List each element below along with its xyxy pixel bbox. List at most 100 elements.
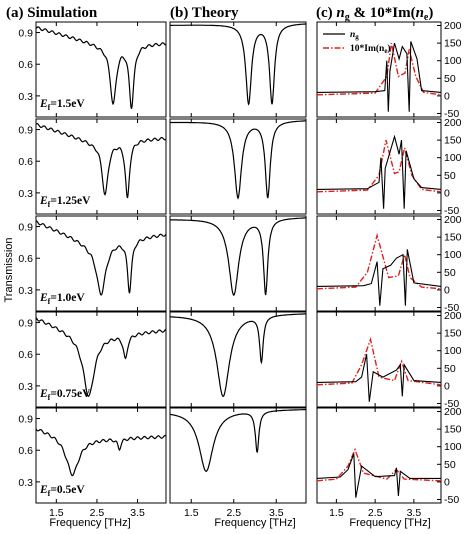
- y-tick-label-right: 150: [444, 135, 462, 147]
- y-tick-label-right: 200: [444, 214, 462, 226]
- panel-frame: [316, 215, 442, 312]
- ef-label-value: =1.0eV: [50, 292, 85, 304]
- x-axis-label-c: Frequency [THz]: [349, 517, 430, 529]
- ng-curve: [316, 354, 442, 402]
- panel-a-title: (a) Simulation: [6, 5, 98, 21]
- y-tick-label: 0.9: [18, 318, 33, 330]
- panel-c-title-post: ): [428, 5, 433, 21]
- y-tick-label-right: 200: [444, 406, 462, 418]
- panels-group: 0.90.60.3Ef=1.5eV0.90.60.3Ef=1.25eV0.90.…: [18, 20, 461, 519]
- x-tick-label: 3.5: [130, 507, 145, 519]
- y-tick-label-right: 0: [444, 90, 450, 102]
- x-tick-label: 2.5: [90, 507, 105, 519]
- ef-label-sub: f: [48, 103, 51, 112]
- ng-curve: [316, 41, 442, 112]
- y-tick-label-right: 0: [444, 476, 450, 488]
- y-tick-label-right: 50: [444, 170, 456, 182]
- ef-label: Ef=0.75eV: [39, 388, 91, 402]
- panel-c-title-pre: (c): [316, 5, 336, 21]
- y-tick-label-right: 150: [444, 38, 462, 50]
- y-tick-label: 0.9: [18, 414, 33, 426]
- y-tick-label-right: -50: [444, 494, 459, 506]
- y-tick-label-right: 50: [444, 73, 456, 85]
- ne-curve: [316, 336, 442, 386]
- ng-curve: [316, 134, 442, 209]
- panel-c-title-mid: & 10*Im(: [350, 5, 416, 21]
- x-tick-label: 1.5: [184, 507, 199, 519]
- panel-c-title-ng: n: [336, 5, 344, 21]
- panel-frame: [35, 118, 167, 215]
- panel-c-title-ng-sub: g: [345, 12, 350, 23]
- y-tick-label: 0.6: [18, 349, 33, 361]
- y-tick-label-right: -50: [444, 398, 459, 410]
- y-tick-label: 0.6: [18, 59, 33, 71]
- y-tick-label-right: 0: [444, 284, 450, 296]
- panel-frame: [169, 118, 307, 215]
- ef-label-symbol: E: [39, 195, 48, 207]
- panel-frame: [169, 215, 307, 312]
- panel-frame: [316, 407, 442, 504]
- transmission-curve: [170, 120, 307, 200]
- ng-curve: [316, 249, 442, 306]
- y-tick-label: 0.9: [18, 28, 33, 40]
- y-tick-label-right: 150: [444, 232, 462, 244]
- ne-curve: [316, 447, 442, 482]
- y-tick-label: 0.6: [18, 445, 33, 457]
- y-tick-label-right: 150: [444, 328, 462, 340]
- y-tick-label-right: 150: [444, 424, 462, 436]
- y-tick-label-right: 0: [444, 380, 450, 392]
- y-tick-label: 0.3: [18, 91, 33, 103]
- ef-label-value: =0.75eV: [50, 388, 91, 400]
- y-axis-label: Transmission: [3, 238, 15, 303]
- x-axis-label-a: Frequency [THz]: [49, 517, 130, 529]
- y-tick-label-right: 100: [444, 55, 462, 67]
- ef-label-value: =1.25eV: [50, 195, 91, 207]
- x-tick-label: 1.5: [329, 507, 344, 519]
- ne-curve: [316, 42, 442, 96]
- panel-frame: [169, 311, 307, 408]
- ef-label: Ef=1.5eV: [39, 98, 85, 112]
- transmission-curve: [169, 409, 306, 472]
- transmission-curve: [35, 220, 167, 296]
- panel-frame: [35, 215, 167, 312]
- ef-label-sub: f: [48, 297, 51, 306]
- panel-frame: [35, 311, 167, 408]
- legend-ne-pre: 10*Im(n: [350, 43, 385, 54]
- y-tick-label-right: 50: [444, 363, 456, 375]
- ef-label-symbol: E: [39, 98, 48, 110]
- ne-curve: [316, 139, 442, 193]
- panel-b-title: (b) Theory: [170, 5, 239, 21]
- panel-c-title-ne: n: [416, 5, 424, 21]
- y-tick-label-right: 100: [444, 441, 462, 453]
- panel-frame: [169, 407, 307, 504]
- ef-label: Ef=1.25eV: [39, 195, 91, 209]
- ef-label-sub: f: [48, 200, 51, 209]
- x-tick-label: 2.5: [226, 507, 241, 519]
- legend-ne-sub: e: [384, 47, 387, 55]
- y-tick-label: 0.9: [18, 222, 33, 234]
- transmission-curve: [35, 123, 167, 199]
- transmission-curve: [35, 428, 167, 477]
- y-tick-label-right: -50: [444, 205, 459, 217]
- y-tick-label-right: 200: [444, 310, 462, 322]
- transmission-curve: [170, 23, 306, 106]
- y-tick-label: 0.3: [18, 381, 33, 393]
- panel-frame: [316, 118, 442, 215]
- legend-ne-label: 10*Im(ne): [350, 43, 391, 55]
- ne-curve: [316, 232, 442, 290]
- ef-label-value: =0.5eV: [50, 484, 85, 496]
- panel-frame: [316, 311, 442, 408]
- y-tick-label: 0.3: [18, 188, 33, 200]
- y-tick-label-right: -50: [444, 108, 459, 120]
- panel-frame: [169, 21, 307, 118]
- y-tick-label: 0.6: [18, 156, 33, 168]
- x-tick-label: 3.5: [269, 507, 284, 519]
- y-tick-label-right: 50: [444, 267, 456, 279]
- y-tick-label-right: 100: [444, 152, 462, 164]
- ef-label-symbol: E: [39, 388, 48, 400]
- ef-label-sub: f: [48, 393, 51, 402]
- y-tick-label-right: 50: [444, 459, 456, 471]
- legend-ng-label: ng: [350, 30, 359, 41]
- y-tick-label: 0.3: [18, 285, 33, 297]
